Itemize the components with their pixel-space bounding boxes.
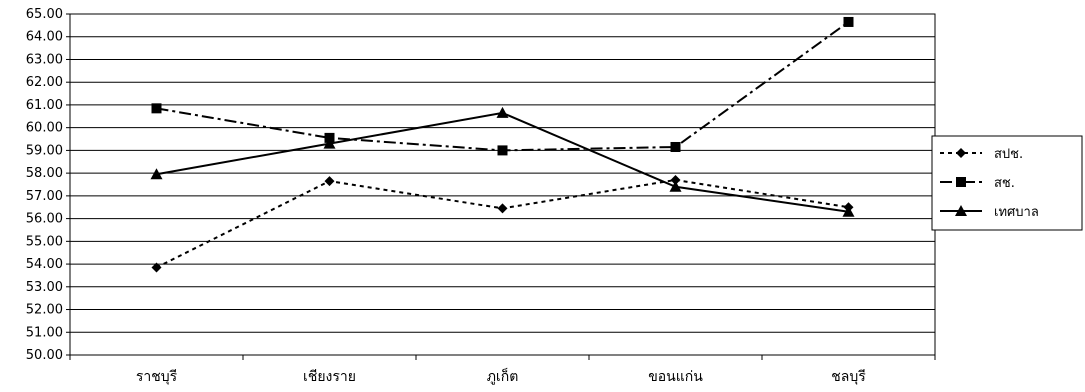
- data-point: [843, 16, 854, 27]
- y-tick-label: 53.00: [26, 280, 63, 295]
- x-tick-label: ขอนแก่น: [648, 369, 703, 385]
- x-tick-label: ภูเก็ต: [487, 367, 519, 385]
- y-axis-ticks: 50.00 51.00 52.00 53.00 54.00 55.00 56.00 57.00…: [26, 7, 70, 363]
- legend-swatch-marker: [956, 148, 966, 158]
- grid-lines: [70, 13, 935, 356]
- y-tick-label: 52.00: [26, 303, 63, 318]
- y-tick-label: 55.00: [26, 234, 63, 249]
- data-point: [151, 262, 162, 273]
- y-tick-label: 54.00: [26, 257, 63, 272]
- legend-swatch-marker: [955, 205, 967, 216]
- y-tick-label: 60.00: [26, 121, 63, 136]
- series-line-2: [156, 21, 850, 152]
- data-point: [324, 176, 335, 187]
- y-tick-label: 63.00: [26, 52, 63, 67]
- x-tick-label: ราชบุรี: [136, 369, 178, 385]
- y-tick-label: 58.00: [26, 166, 63, 181]
- data-point: [150, 168, 163, 180]
- y-tick-label: 59.00: [26, 143, 63, 158]
- x-tick-label: ชลบุรี: [831, 369, 866, 385]
- x-axis-ticks: ราชบุรี เชียงราย ภูเก็ต ขอนแก่น ชลบุรี: [69, 355, 936, 385]
- data-point: [842, 205, 855, 217]
- y-tick-label: 50.00: [26, 348, 63, 363]
- y-tick-label: 62.00: [26, 75, 63, 90]
- data-point: [669, 180, 682, 192]
- plot-border: [69, 13, 936, 356]
- data-point: [151, 103, 162, 114]
- y-tick-label: 61.00: [26, 98, 63, 113]
- legend-label: เทศบาล: [994, 205, 1039, 220]
- data-point: [670, 141, 681, 152]
- data-point: [670, 174, 681, 185]
- y-tick-label: 57.00: [26, 189, 63, 204]
- data-point: [497, 145, 508, 156]
- x-tick-label: เชียงราย: [303, 369, 356, 385]
- data-point: [496, 106, 509, 118]
- y-tick-label: 65.00: [26, 7, 63, 22]
- data-point: [497, 203, 508, 214]
- y-tick-label: 64.00: [26, 30, 63, 45]
- legend-label: สปช.: [994, 147, 1023, 162]
- legend-label: สช.: [994, 176, 1015, 191]
- series-group: [150, 16, 855, 273]
- legend: สปช. สช. เทศบาล: [931, 135, 1083, 231]
- axes: [69, 13, 936, 356]
- data-point: [323, 137, 336, 149]
- y-tick-label: 51.00: [26, 325, 63, 340]
- y-tick-label: 56.00: [26, 212, 63, 227]
- legend-swatch-marker: [956, 177, 966, 187]
- series-line-1: [156, 178, 849, 269]
